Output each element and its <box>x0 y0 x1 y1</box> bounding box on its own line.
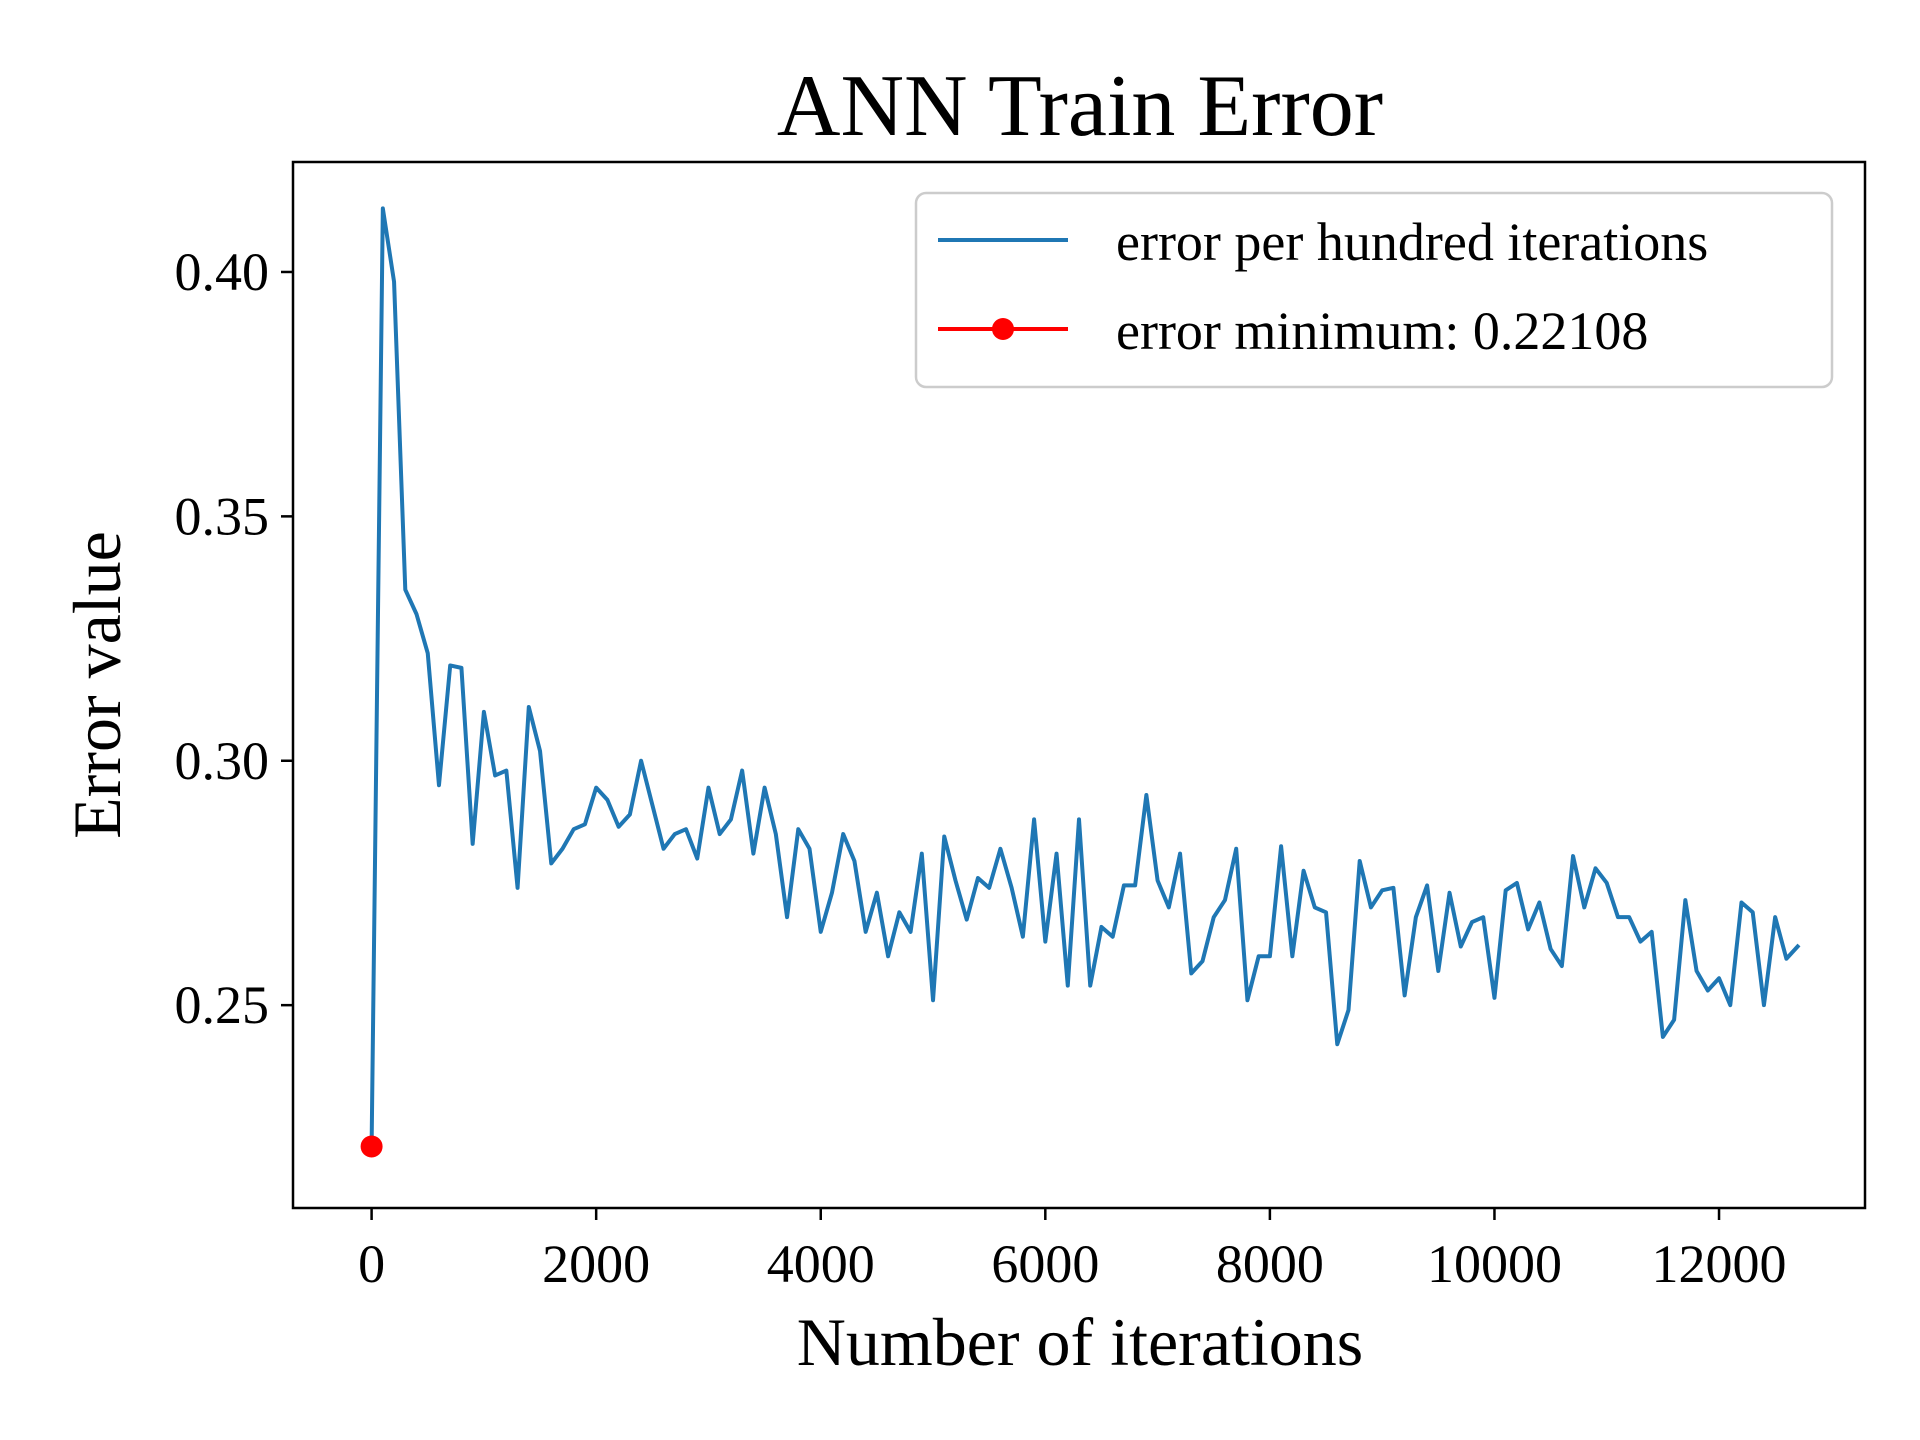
plot-frame <box>291 160 1867 1210</box>
x-tick-label: 4000 <box>767 1234 875 1294</box>
series-line-error-per-hundred <box>369 206 1801 1149</box>
legend-label-error-per-hundred: error per hundred iterations <box>1116 212 1708 272</box>
x-tick-label: 8000 <box>1216 1234 1324 1294</box>
x-axis-ticks: 0 2000 4000 6000 8000 10000 12000 <box>358 1208 1787 1294</box>
y-tick-label: 0.30 <box>175 731 270 791</box>
legend-label-error-minimum: error minimum: 0.22108 <box>1116 301 1648 361</box>
legend: error per hundred iterations error minim… <box>914 191 1834 389</box>
y-tick-label: 0.40 <box>175 242 270 302</box>
chart-title: ANN Train Error <box>777 58 1383 155</box>
x-axis-label: Number of iterations <box>797 1304 1364 1380</box>
y-tick-label: 0.35 <box>175 486 270 546</box>
x-tick-label: 12000 <box>1652 1234 1787 1294</box>
x-tick-label: 6000 <box>991 1234 1099 1294</box>
x-tick-label: 10000 <box>1427 1234 1562 1294</box>
y-axis-label: Error value <box>59 531 135 839</box>
legend-box <box>914 191 1834 389</box>
y-axis-ticks: 0.25 0.30 0.35 0.40 <box>175 242 293 1035</box>
x-tick-label: 2000 <box>542 1234 650 1294</box>
legend-marker-error-minimum <box>992 318 1014 340</box>
x-tick-label: 0 <box>358 1234 385 1294</box>
y-tick-label: 0.25 <box>175 975 270 1035</box>
error-minimum-point <box>360 1135 383 1158</box>
plot-area <box>360 206 1801 1158</box>
